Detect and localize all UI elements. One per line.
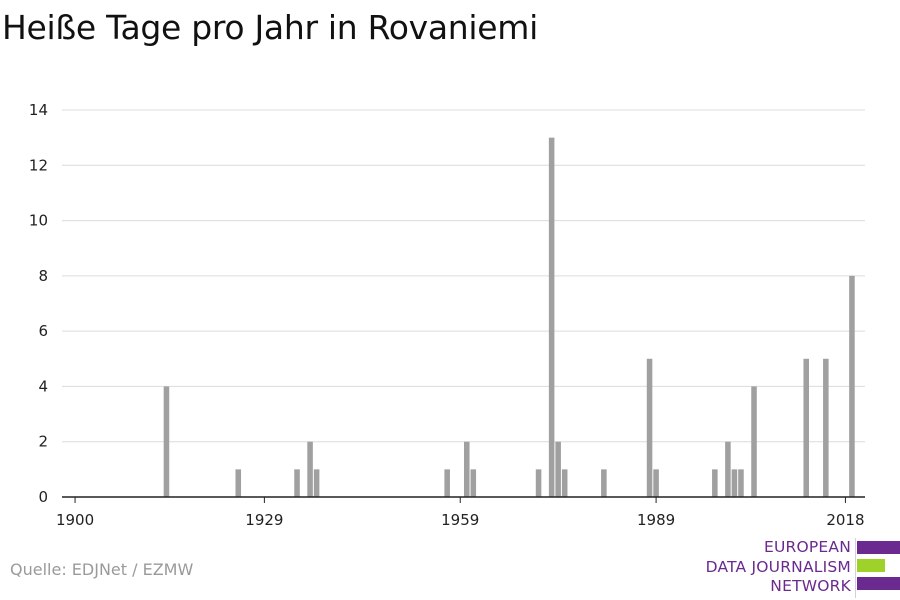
bar-2002[interactable] [738, 469, 744, 497]
bar-1936[interactable] [307, 441, 313, 497]
bar-1925[interactable] [235, 469, 242, 497]
y-tick-label-2: 2 [38, 433, 48, 451]
logo-line-3: NETWORK [770, 577, 851, 595]
x-tick-label-1959: 1959 [441, 511, 479, 529]
bar-1975[interactable] [561, 469, 568, 497]
y-tick-label-0: 0 [38, 488, 48, 506]
x-tick-label-2018: 2018 [826, 511, 864, 529]
logo-line-1: EUROPEAN [763, 538, 851, 556]
logo-bar-middle [857, 559, 885, 572]
bar-1973[interactable] [548, 137, 555, 497]
bar-2001[interactable] [731, 469, 738, 497]
y-tick-label-10: 10 [29, 212, 48, 230]
bar-1957[interactable] [444, 469, 450, 497]
logo-bar-top [857, 541, 900, 554]
gridlines [62, 109, 865, 443]
bar-2004[interactable] [751, 386, 757, 497]
logo-divider [855, 538, 856, 598]
y-tick-label-14: 14 [29, 101, 48, 119]
bar-1960[interactable] [463, 441, 470, 497]
bar-2000[interactable] [725, 441, 731, 497]
logo-line-2: DATA JOURNALISM [705, 557, 851, 576]
logo-text: EUROPEAN DATA JOURNALISM NETWORK [706, 538, 851, 597]
bar-1998[interactable] [712, 469, 718, 497]
bar-1981[interactable] [601, 469, 607, 497]
source-note: Quelle: EDJNet / EZMW [10, 560, 194, 579]
edjnet-logo[interactable]: EUROPEAN DATA JOURNALISM NETWORK [700, 538, 900, 598]
bar-2015[interactable] [823, 358, 829, 497]
bar-1937[interactable] [313, 469, 320, 497]
chart-title: Heiße Tage pro Jahr in Rovaniemi [2, 8, 538, 47]
y-tick-label-6: 6 [38, 322, 48, 340]
bar-1974[interactable] [555, 441, 561, 497]
bars [163, 137, 855, 497]
bar-2012[interactable] [803, 358, 810, 497]
bar-1971[interactable] [535, 469, 542, 497]
bar-1961[interactable] [470, 469, 477, 497]
y-tick-label-12: 12 [29, 156, 48, 174]
bar-2019[interactable] [849, 275, 855, 497]
bar-1934[interactable] [294, 469, 300, 497]
x-tick-label-1989: 1989 [637, 511, 675, 529]
logo-bar-bottom [857, 577, 900, 590]
y-tick-label-4: 4 [38, 377, 48, 395]
bar-1989[interactable] [653, 469, 659, 497]
axes: 0 2 4 6 8 10 12 14 1900 1929 1959 1989 2018 [29, 101, 865, 529]
x-tick-label-1929: 1929 [245, 511, 283, 529]
bar-1988[interactable] [646, 358, 653, 497]
bar-1914[interactable] [163, 386, 170, 497]
y-tick-label-8: 8 [38, 267, 48, 285]
x-tick-label-1900: 1900 [56, 511, 94, 529]
